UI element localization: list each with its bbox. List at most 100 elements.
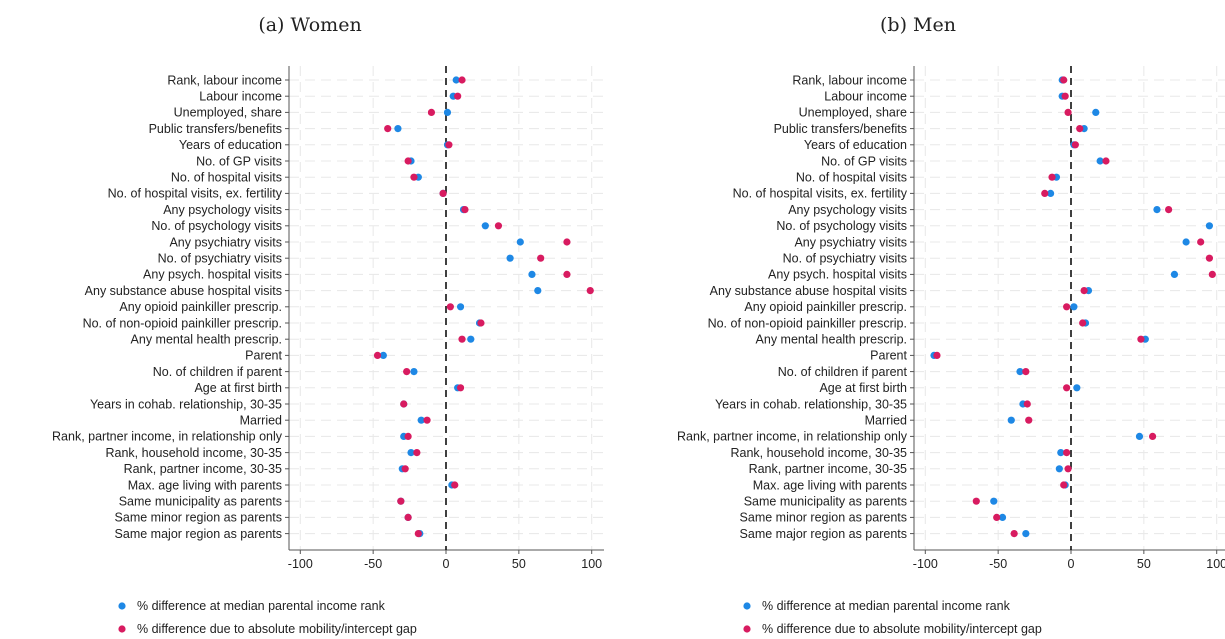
- point-absolute-men: [1080, 287, 1088, 295]
- point-absolute-women: [494, 222, 503, 230]
- point-absolute-men: [1079, 319, 1087, 327]
- point-absolute-women: [563, 238, 571, 246]
- point-absolute-men: [1022, 368, 1030, 376]
- point-absolute-men: [1063, 449, 1071, 457]
- row-label-men: Any psych. hospital visits: [768, 268, 907, 282]
- x-tick-label-men: 0: [1068, 557, 1075, 571]
- point-absolute-women: [461, 206, 469, 214]
- row-label-women: Any psychiatry visits: [169, 235, 282, 249]
- row-label-men: No. of children if parent: [778, 365, 908, 379]
- row-label-women: Age at first birth: [194, 381, 282, 395]
- row-label-women: Years in cohab. relationship, 30-35: [90, 397, 282, 411]
- point-absolute-women: [401, 465, 409, 473]
- point-absolute-women: [404, 157, 412, 165]
- row-label-women: Rank, partner income, in relationship on…: [52, 430, 283, 444]
- legend-label-median-women: % difference at median parental income r…: [137, 599, 386, 613]
- point-absolute-women: [456, 384, 465, 392]
- point-median-women: [481, 222, 489, 230]
- point-absolute-women: [537, 254, 545, 262]
- point-absolute-men: [993, 513, 1001, 522]
- point-median-men: [1007, 416, 1015, 424]
- point-absolute-men: [1060, 481, 1068, 489]
- point-absolute-women: [439, 189, 447, 197]
- row-labels-men: Rank, labour income Labour income Unemploy…: [677, 73, 914, 541]
- row-label-women: No. of hospital visits, ex. fertility: [108, 187, 283, 201]
- row-label-men: No. of hospital visits: [796, 171, 907, 185]
- row-label-men: Labour income: [824, 90, 907, 104]
- x-tick-label-women: 50: [512, 557, 526, 571]
- point-absolute-men: [1102, 157, 1110, 165]
- row-label-women: Any psychology visits: [163, 203, 282, 217]
- point-absolute-men: [1060, 76, 1068, 84]
- row-label-men: Age at first birth: [819, 381, 907, 395]
- legend-marker-median-women: [118, 602, 126, 610]
- row-label-women: Any substance abuse hospital visits: [85, 284, 282, 298]
- x-tick-label-women: 100: [581, 557, 602, 571]
- row-label-men: No. of hospital visits, ex. fertility: [733, 187, 908, 201]
- legend-women: % difference at median parental income r…: [118, 599, 417, 636]
- point-absolute-women: [404, 513, 412, 522]
- point-absolute-men: [1165, 206, 1173, 214]
- row-label-women: Rank, household income, 30-35: [105, 446, 282, 460]
- row-label-men: Rank, labour income: [792, 73, 907, 87]
- point-absolute-men: [1137, 335, 1145, 343]
- row-label-men: Rank, partner income, 30-35: [749, 462, 907, 476]
- point-median-men: [1182, 238, 1190, 246]
- point-median-women: [506, 254, 514, 262]
- point-median-men: [998, 513, 1007, 522]
- row-label-women: Same major region as parents: [115, 527, 282, 541]
- point-absolute-women: [454, 92, 462, 100]
- point-median-men: [1092, 108, 1100, 116]
- point-absolute-women: [397, 497, 405, 505]
- x-tick-label-women: 0: [443, 557, 450, 571]
- point-absolute-men: [1076, 125, 1084, 133]
- point-median-women: [443, 108, 452, 116]
- point-absolute-women: [458, 335, 466, 343]
- x-tick-label-women: -100: [288, 557, 313, 571]
- point-median-women: [410, 368, 418, 376]
- point-absolute-men: [1041, 189, 1049, 197]
- points-men: [930, 76, 1216, 538]
- point-absolute-men: [1197, 238, 1205, 246]
- panel-title-women: (a) Women: [258, 14, 361, 36]
- row-label-women: No. of psychology visits: [151, 219, 282, 233]
- row-label-men: Any psychology visits: [788, 203, 907, 217]
- x-ticks-men: -100 -50 0 50 100: [913, 550, 1225, 571]
- point-median-men: [1073, 384, 1081, 392]
- legend-marker-absolute-men: [743, 625, 751, 633]
- point-median-women: [417, 416, 425, 424]
- point-absolute-men: [1208, 270, 1216, 278]
- point-absolute-women: [445, 141, 453, 149]
- point-median-men: [1055, 465, 1063, 473]
- row-label-men: Same minor region as parents: [740, 511, 907, 525]
- point-absolute-women: [400, 400, 408, 408]
- point-absolute-men: [1023, 400, 1031, 408]
- row-label-men: Married: [865, 414, 907, 428]
- row-label-women: No. of children if parent: [153, 365, 283, 379]
- row-label-women: No. of psychiatry visits: [158, 252, 282, 266]
- row-label-men: Rank, partner income, in relationship on…: [677, 430, 908, 444]
- row-label-men: Same major region as parents: [740, 527, 907, 541]
- point-median-men: [1016, 368, 1024, 376]
- row-label-women: Married: [240, 414, 282, 428]
- row-label-women: No. of GP visits: [196, 154, 282, 168]
- point-median-men: [1047, 189, 1055, 197]
- point-median-men: [1135, 432, 1144, 440]
- row-label-men: Rank, household income, 30-35: [730, 446, 907, 460]
- point-absolute-women: [446, 303, 454, 311]
- point-absolute-women: [384, 125, 392, 133]
- point-median-women: [516, 238, 524, 246]
- row-label-men: Max. age living with parents: [753, 478, 907, 492]
- panel-women: (a) Women Rank, labour income Labour inco…: [52, 14, 604, 636]
- point-median-men: [1070, 303, 1078, 311]
- point-median-women: [407, 449, 415, 457]
- point-absolute-women: [414, 530, 422, 538]
- row-label-women: Rank, partner income, 30-35: [124, 462, 282, 476]
- point-absolute-men: [1010, 530, 1018, 538]
- point-median-men: [1205, 222, 1214, 230]
- row-label-women: No. of hospital visits: [171, 171, 282, 185]
- point-absolute-women: [477, 319, 485, 327]
- point-median-men: [1096, 157, 1104, 165]
- row-label-women: Unemployed, share: [174, 106, 282, 120]
